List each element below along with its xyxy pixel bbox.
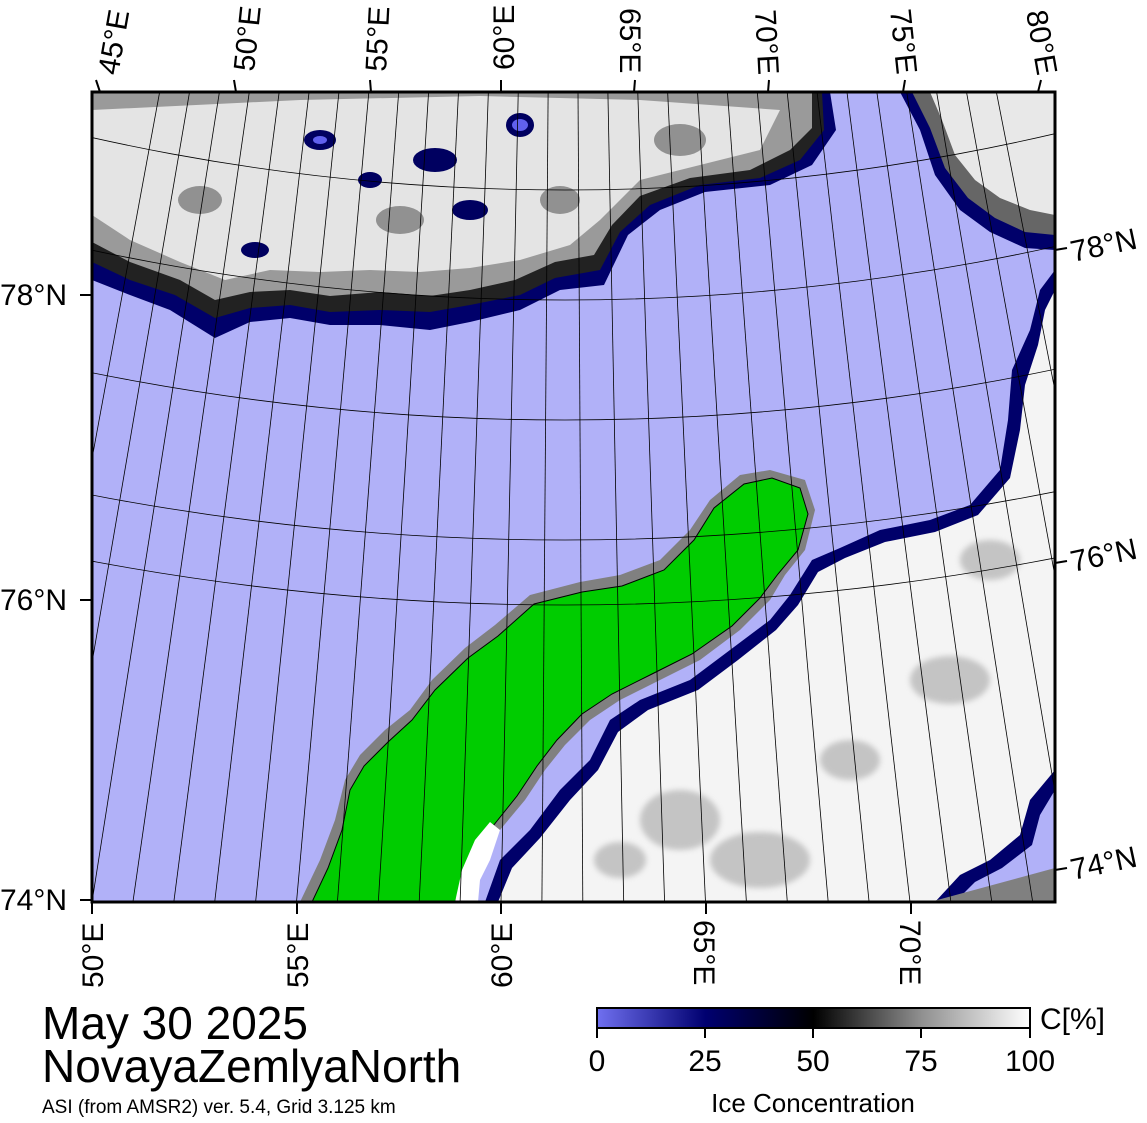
meridian-line: [607, 92, 625, 902]
meridian-line: [92, 92, 220, 902]
graticule: [92, 92, 1055, 902]
bottom-lon-label: 50°E: [77, 923, 110, 988]
meridian-line: [756, 92, 829, 902]
novaya-zemlya-land: [300, 470, 815, 902]
northeast-sea-ice: [900, 92, 1055, 250]
top-lon-label: 45°E: [92, 7, 136, 77]
colorbar-tick: 0: [588, 1045, 606, 1078]
left-lat-label: 76°N: [0, 584, 67, 617]
right-lat-label: 74°N: [1068, 841, 1140, 887]
meridian-line: [173, 92, 280, 902]
top-lon-label: 70°E: [748, 9, 784, 76]
meridian-line: [786, 92, 870, 902]
meridian-line: [541, 92, 549, 902]
colorbar-tick: 75: [904, 1045, 938, 1078]
colorbar-gradient: [596, 1007, 1031, 1029]
meridian-line: [577, 92, 584, 902]
northern-sea-ice: [92, 92, 836, 338]
colorbar-title: Ice Concentration: [711, 1088, 915, 1118]
top-lon-label: 80°E: [1019, 7, 1063, 77]
meridian-line: [337, 92, 400, 902]
meridian-line: [846, 92, 952, 902]
meridian-line: [816, 92, 911, 902]
top-lon-labels: 45°E 50°E 55°E 60°E 65°E 70°E 75°E 80°E: [92, 4, 1063, 77]
meridian-line: [906, 92, 1034, 902]
bottom-lon-label: 70°E: [893, 920, 926, 985]
bottom-lon-label: 60°E: [486, 923, 519, 988]
bottom-lon-label: 55°E: [282, 923, 315, 988]
meridian-line: [377, 92, 429, 902]
top-lon-label: 65°E: [613, 8, 646, 73]
meridian-line: [418, 92, 459, 902]
region-name: NovayaZemlyaNorth: [42, 1040, 462, 1092]
bottom-lon-label: 65°E: [687, 920, 720, 985]
data-source: ASI (from AMSR2) ver. 5.4, Grid 3.125 km: [42, 1097, 396, 1118]
colorbar-tick: 50: [796, 1045, 830, 1078]
meridian-line: [500, 92, 519, 902]
bottom-lon-labels: 50°E 55°E 60°E 65°E 70°E: [77, 920, 926, 988]
kara-sea-ice: [485, 270, 1055, 902]
meridian-line: [697, 92, 747, 902]
meridian-line: [214, 92, 310, 902]
meridian-line: [667, 92, 706, 902]
top-lon-label: 60°E: [488, 5, 521, 70]
map-date: May 30 2025: [42, 997, 308, 1049]
map-frame: [90, 90, 1057, 904]
frame-ticks: [80, 79, 1068, 914]
meridian-line: [637, 92, 665, 902]
meridian-line: [876, 92, 993, 902]
meridian-line: [966, 92, 1055, 579]
meridian-line: [132, 92, 250, 902]
meridian-line: [936, 92, 1055, 795]
meridian-line: [92, 92, 190, 666]
meridian-line: [296, 92, 370, 902]
meridian-line: [727, 92, 788, 902]
right-lat-label: 76°N: [1068, 533, 1140, 579]
left-lat-label: 74°N: [0, 884, 67, 917]
meridian-line: [995, 92, 1055, 393]
right-lat-label: 78°N: [1068, 223, 1140, 269]
meridian-line: [255, 92, 340, 902]
top-lon-label: 75°E: [883, 7, 923, 75]
colorbar-unit: C[%]: [1040, 1003, 1106, 1036]
colorbar-tick: 100: [1004, 1045, 1056, 1078]
left-lat-label: 78°N: [0, 279, 67, 312]
colorbar-tick: 25: [688, 1045, 722, 1078]
meridian-line: [459, 92, 489, 902]
top-lon-label: 50°E: [228, 4, 268, 72]
top-lon-label: 55°E: [360, 5, 396, 72]
colorbar: [596, 1007, 1031, 1038]
